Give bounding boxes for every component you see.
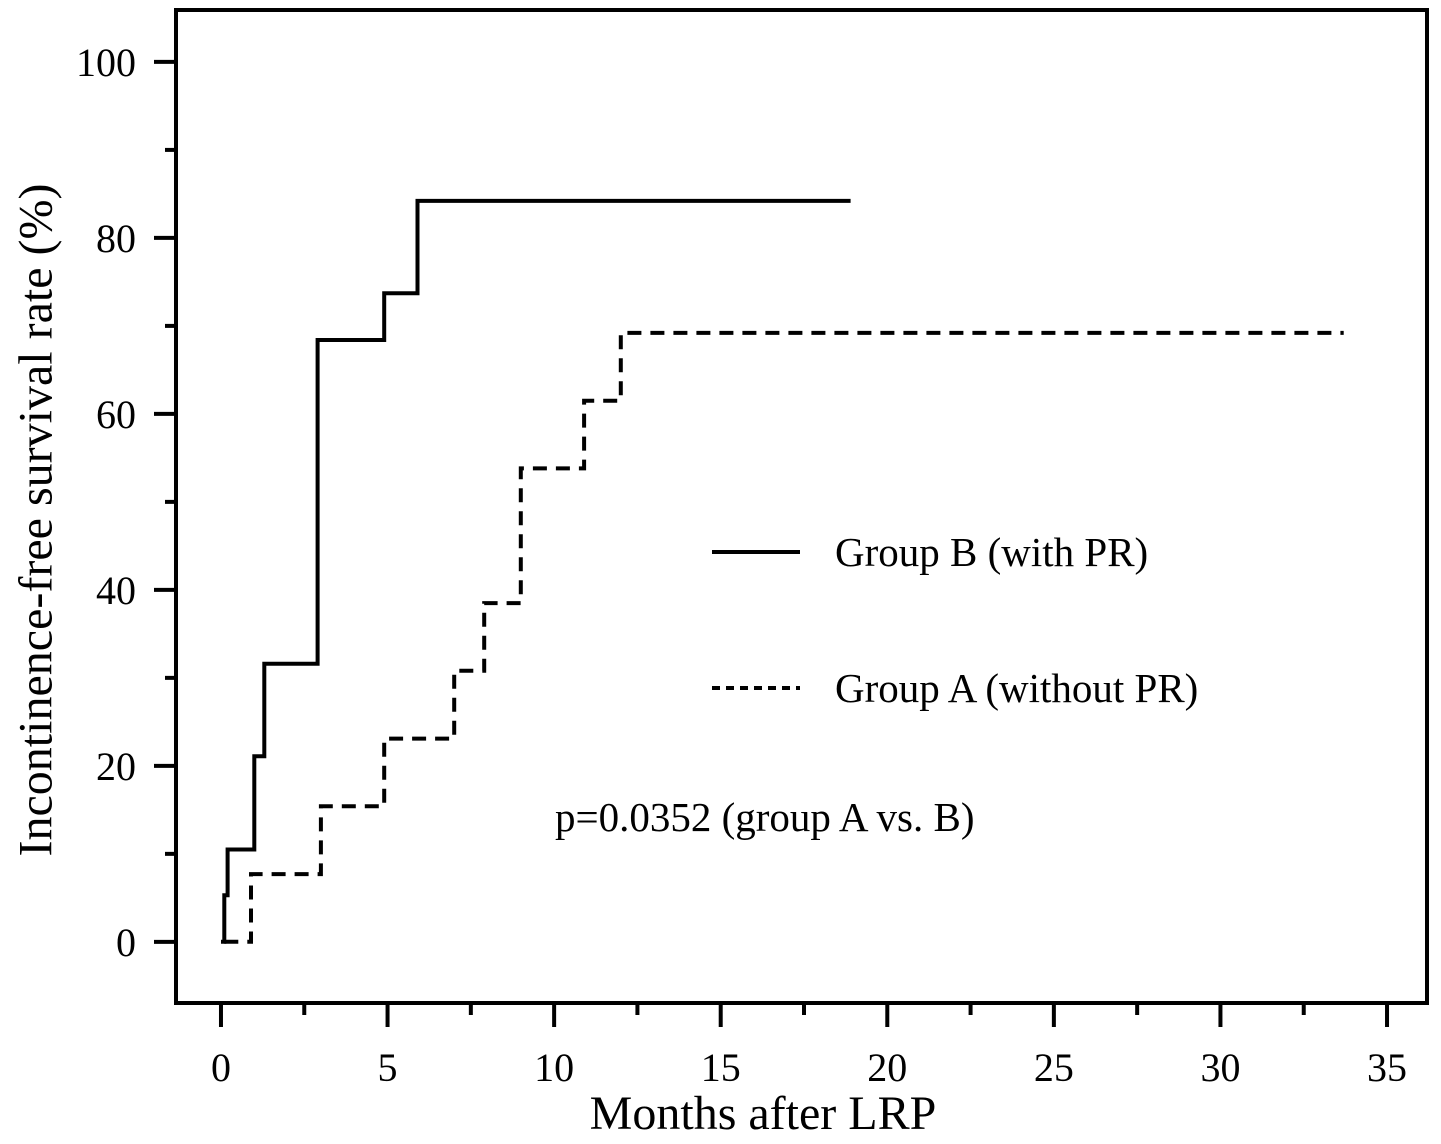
y-axis-title: Incontinence-free survival rate (%) [9, 183, 63, 857]
x-tick-label: 20 [867, 1045, 907, 1090]
y-tick-label: 0 [116, 920, 136, 965]
x-tick-label: 5 [378, 1045, 398, 1090]
x-tick-label: 15 [701, 1045, 741, 1090]
x-tick-label: 30 [1200, 1045, 1240, 1090]
y-tick-label: 100 [76, 40, 136, 85]
legend-label-group-b: Group B (with PR) [835, 529, 1149, 575]
x-tick-label: 10 [534, 1045, 574, 1090]
x-tick-label: 35 [1367, 1045, 1407, 1090]
y-tick-label: 60 [96, 392, 136, 437]
legend-dashed-line-icon [712, 686, 800, 690]
legend-solid-line-icon [712, 550, 800, 554]
series-line-group-a-without-pr [224, 330, 1344, 944]
legend-label-group-a: Group A (without PR) [835, 665, 1199, 711]
x-axis-title: Months after LRP [589, 1087, 937, 1140]
y-tick-label: 80 [96, 216, 136, 261]
x-tick-label: 25 [1034, 1045, 1074, 1090]
legend-item-group-b: Group B (with PR) [712, 529, 1149, 575]
series-line-group-b-with-pr [221, 198, 851, 944]
p-value-annotation: p=0.0352 (group A vs. B) [555, 794, 975, 840]
y-tick-label: 40 [96, 568, 136, 613]
y-tick-label: 20 [96, 744, 136, 789]
x-tick-label: 0 [211, 1045, 231, 1090]
legend-item-group-a: Group A (without PR) [712, 665, 1199, 711]
plot-border [174, 8, 1429, 1005]
